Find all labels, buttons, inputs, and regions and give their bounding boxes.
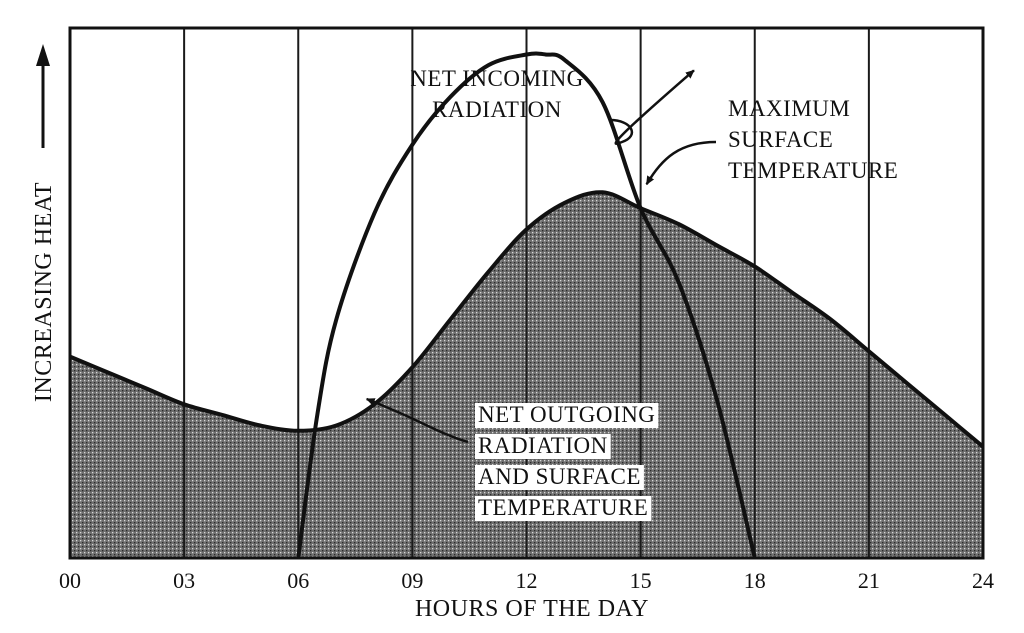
incoming-radiation-label-line: NET INCOMING — [410, 66, 584, 91]
outgoing-radiation-label-label-bg — [475, 496, 652, 521]
y-axis-title: INCREASING HEAT — [31, 182, 57, 402]
x-tick-label: 15 — [630, 568, 652, 593]
outgoing-radiation-label-label-bg — [475, 403, 659, 428]
x-tick-label: 09 — [401, 568, 423, 593]
max-temperature-label-line: MAXIMUM — [728, 96, 850, 121]
outgoing-radiation-leader — [365, 397, 469, 444]
outgoing-radiation-label-line: RADIATION — [478, 433, 608, 458]
x-tick-label: 00 — [59, 568, 81, 593]
y-axis-arrow-icon — [36, 44, 50, 66]
x-tick-label: 03 — [173, 568, 195, 593]
outgoing-radiation-label-line: AND SURFACE — [478, 464, 641, 489]
max-temperature-label-line: TEMPERATURE — [728, 158, 898, 183]
max-temperature-label-line: SURFACE — [728, 127, 833, 152]
x-tick-label: 21 — [858, 568, 880, 593]
outgoing-radiation-label-label-bg — [475, 465, 644, 490]
outgoing-radiation-label-label-bg — [475, 434, 611, 459]
incoming-radiation-label: NET INCOMING RADIATION — [410, 66, 584, 122]
x-tick-label: 24 — [972, 568, 994, 593]
y-axis-title-group: INCREASING HEAT — [31, 44, 57, 402]
outgoing-radiation-label: NET OUTGOING RADIATION AND SURFACE TEMPERAT… — [475, 402, 659, 521]
incoming-radiation-leader — [609, 69, 695, 145]
x-tick-label: 06 — [287, 568, 309, 593]
plot-frame — [68, 26, 985, 560]
max-temperature-label: MAXIMUM SURFACE TEMPERATURE — [728, 96, 898, 183]
outgoing-radiation-line — [69, 190, 985, 449]
outgoing-radiation-label-line: TEMPERATURE — [478, 495, 648, 520]
x-tick-label: 18 — [744, 568, 766, 593]
max-temperature-leader — [645, 140, 717, 186]
incoming-radiation-label-line: RADIATION — [432, 97, 562, 122]
x-tick-label: 12 — [516, 568, 538, 593]
outgoing-radiation-label-line: NET OUTGOING — [478, 402, 655, 427]
x-axis-title: HOURS OF THE DAY — [415, 596, 649, 622]
incoming-radiation-line — [296, 51, 757, 559]
